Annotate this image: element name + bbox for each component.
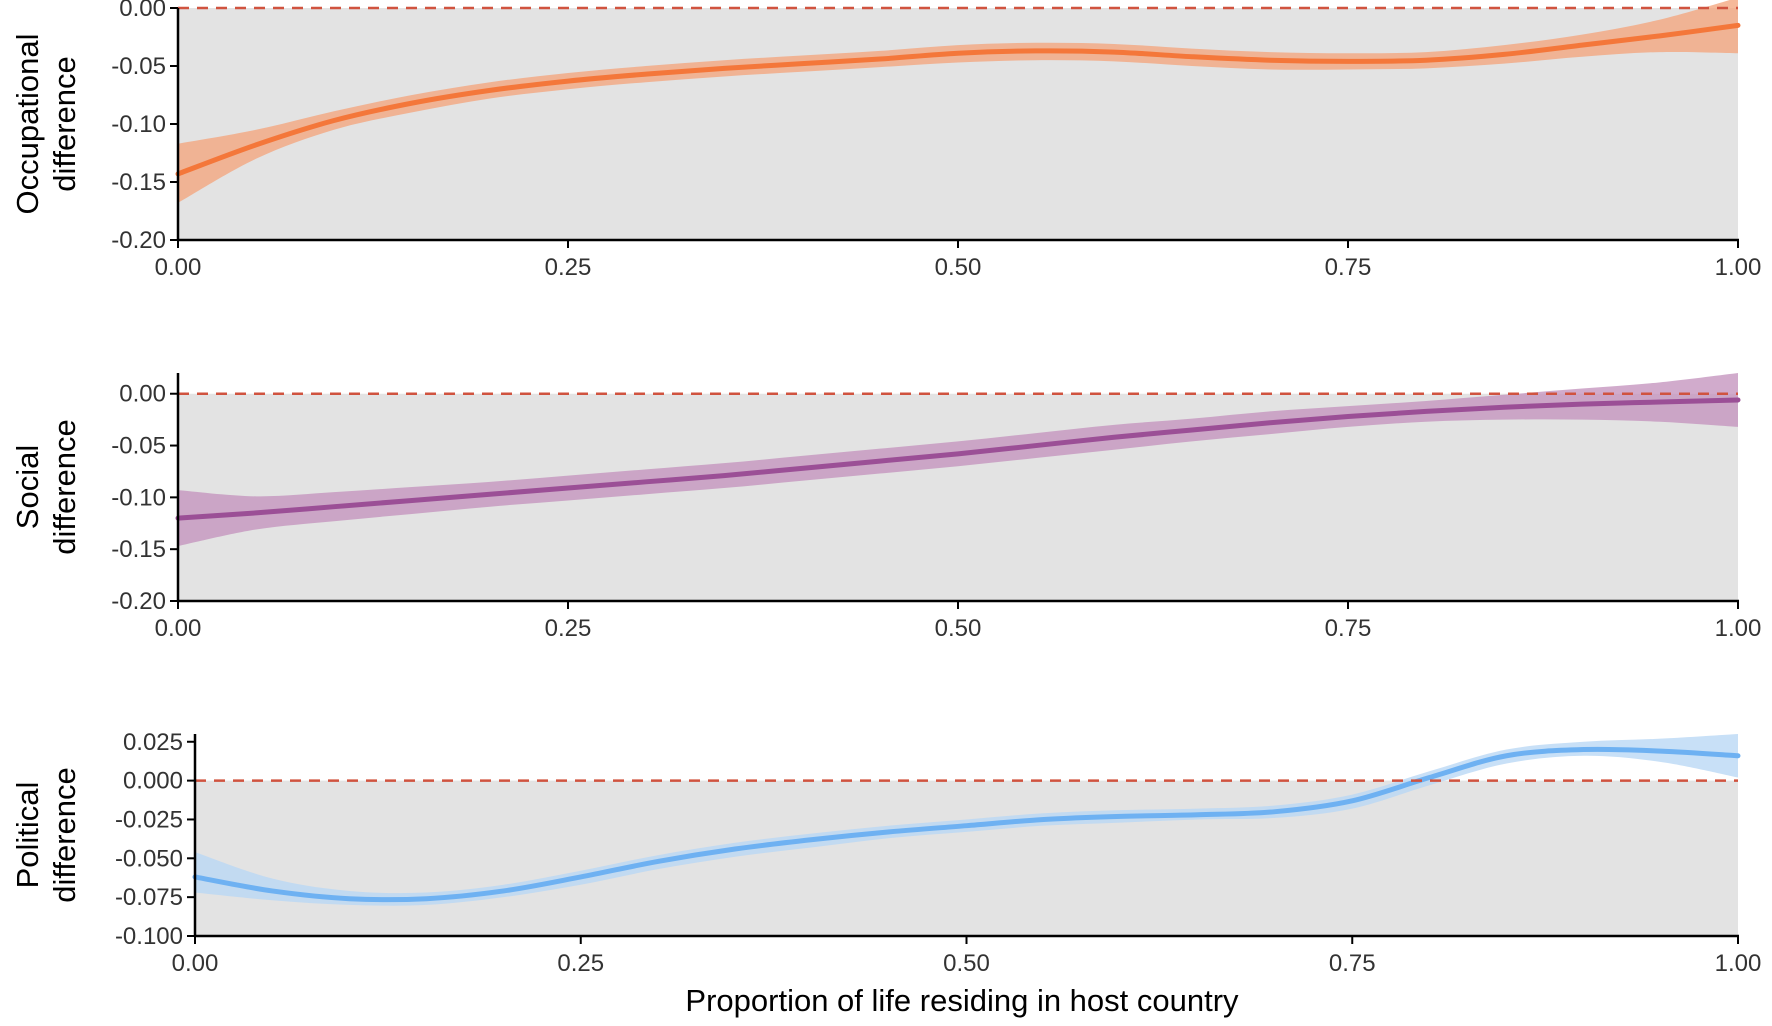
x-tick-label: 0.25	[557, 950, 604, 977]
x-tick-label: 0.50	[935, 615, 982, 642]
y-tick-label: -0.10	[111, 484, 166, 511]
x-axis-title: Proportion of life residing in host coun…	[685, 983, 1239, 1018]
y-axis-title: Politicaldifference	[10, 767, 82, 903]
fitted-line	[192, 746, 1741, 903]
x-tick-label: 1.00	[1715, 950, 1762, 977]
fitted-line	[175, 397, 1741, 521]
x-tick-label: 0.25	[545, 615, 592, 642]
y-axis-title-line: difference	[47, 56, 82, 192]
x-tick-label: 0.75	[1325, 615, 1372, 642]
y-axis-title-line: Political	[10, 782, 45, 889]
y-tick-label: -0.15	[111, 536, 166, 563]
y-tick-label: -0.050	[115, 845, 183, 872]
y-tick-label: -0.20	[111, 227, 166, 254]
y-tick-label: -0.20	[111, 588, 166, 615]
y-tick-label: 0.000	[123, 768, 183, 795]
y-tick-label: -0.100	[115, 923, 183, 950]
fitted-line	[175, 22, 1741, 177]
x-tick-label: 1.00	[1715, 615, 1762, 642]
y-axis-title-line: Occupational	[10, 34, 45, 215]
panel-background	[195, 780, 1738, 936]
y-axis-title: Occupationaldifference	[10, 34, 82, 215]
x-tick-label: 0.50	[943, 950, 990, 977]
y-axis-title-line: difference	[47, 419, 82, 555]
chart-panel-1: 0.00-0.05-0.10-0.15-0.200.00 0.25 0.50 0.75…	[10, 0, 1761, 281]
y-tick-label: 0.00	[119, 0, 166, 22]
x-tick-label: 0.50	[935, 254, 982, 281]
x-tick-label: 0.00	[172, 950, 219, 977]
x-tick-label: 0.75	[1329, 950, 1376, 977]
x-tick-label: 0.00	[155, 254, 202, 281]
x-tick-label: 0.75	[1325, 254, 1372, 281]
y-tick-label: -0.025	[115, 806, 183, 833]
confidence-band	[195, 734, 1738, 906]
panels: 0.00-0.05-0.10-0.15-0.200.00 0.25 0.50 0.75…	[10, 0, 1761, 977]
x-tick-label: 0.00	[155, 615, 202, 642]
y-axis-title-line: difference	[47, 767, 82, 903]
y-tick-label: -0.075	[115, 884, 183, 911]
y-tick-label: 0.00	[119, 381, 166, 408]
chart-panel-2: 0.00-0.05-0.10-0.15-0.200.00 0.25 0.50 0.75…	[10, 373, 1761, 642]
y-tick-label: -0.05	[111, 53, 166, 80]
y-tick-label: -0.10	[111, 111, 166, 138]
panel-background	[178, 8, 1738, 240]
y-tick-label: -0.05	[111, 433, 166, 460]
y-axis-title: Socialdifference	[10, 419, 82, 555]
x-tick-label: 0.25	[545, 254, 592, 281]
y-tick-label: 0.025	[123, 729, 183, 756]
y-axis-title-line: Social	[10, 445, 45, 529]
x-tick-label: 1.00	[1715, 254, 1762, 281]
y-tick-label: -0.15	[111, 169, 166, 196]
